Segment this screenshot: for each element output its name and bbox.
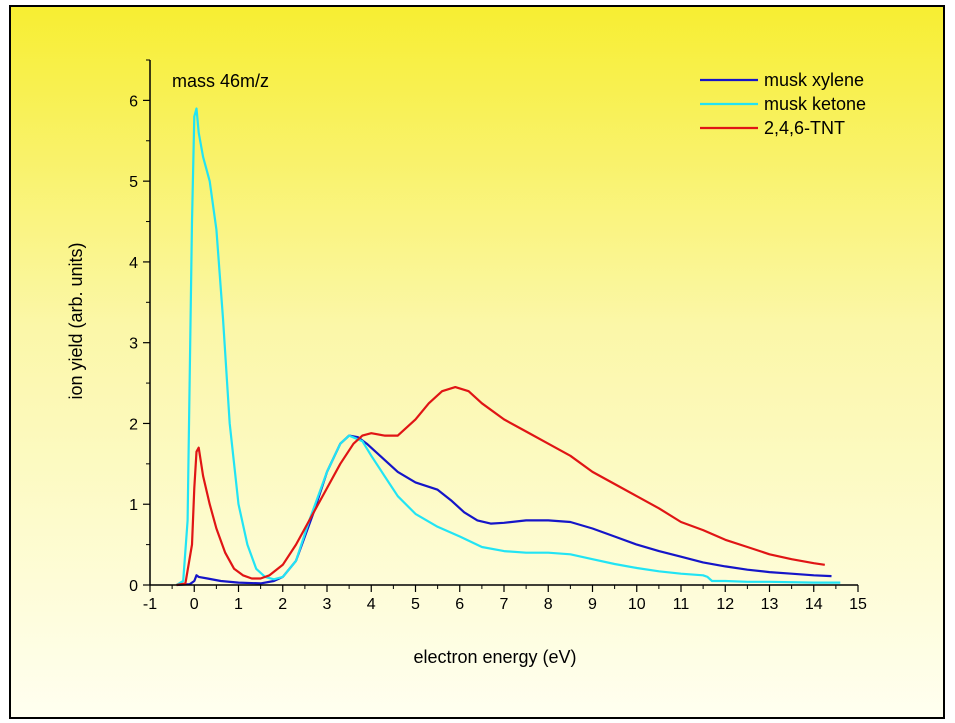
legend: musk xylene musk ketone 2,4,6-TNT: [700, 70, 866, 138]
series-line-musk-xylene: [176, 434, 832, 587]
x-tick-label: 4: [367, 596, 376, 613]
x-tick-label: 6: [455, 596, 464, 613]
legend-label: 2,4,6-TNT: [764, 118, 845, 138]
x-tick-label: -1: [143, 596, 157, 613]
y-axis-label: ion yield (arb. units): [66, 242, 86, 399]
y-tick-label: 2: [129, 416, 138, 433]
y-tick-label: 6: [129, 93, 138, 110]
y-tick-label: 4: [129, 255, 138, 272]
legend-label: musk xylene: [764, 70, 864, 90]
x-tick-label: 11: [673, 596, 690, 613]
x-tick-label: 10: [628, 596, 646, 613]
x-tick-label: 8: [544, 596, 553, 613]
x-tick-label: 15: [849, 596, 867, 613]
plot-lines: [176, 107, 841, 587]
annotation-text: mass 46m/z: [172, 71, 269, 91]
legend-label: musk ketone: [764, 94, 866, 114]
x-tick-label: 3: [323, 596, 332, 613]
x-tick-label: 7: [500, 596, 509, 613]
y-tick-label: 5: [129, 174, 138, 191]
x-tick-label: 13: [761, 596, 779, 613]
x-tick-label: 12: [716, 596, 734, 613]
x-tick-label: 5: [411, 596, 420, 613]
y-tick-label: 3: [129, 336, 138, 353]
series-line-2-4-6-tnt: [176, 386, 825, 587]
x-tick-label: 14: [805, 596, 823, 613]
y-tick-label: 0: [129, 578, 138, 595]
chart-frame: [9, 5, 945, 719]
x-tick-label: 1: [234, 596, 243, 613]
series-line-musk-ketone: [176, 107, 841, 586]
y-tick-label: 1: [129, 497, 138, 514]
x-tick-label: 9: [588, 596, 597, 613]
x-tick-label: 2: [278, 596, 287, 613]
x-axis-label: electron energy (eV): [413, 647, 576, 667]
x-tick-label: 0: [190, 596, 199, 613]
